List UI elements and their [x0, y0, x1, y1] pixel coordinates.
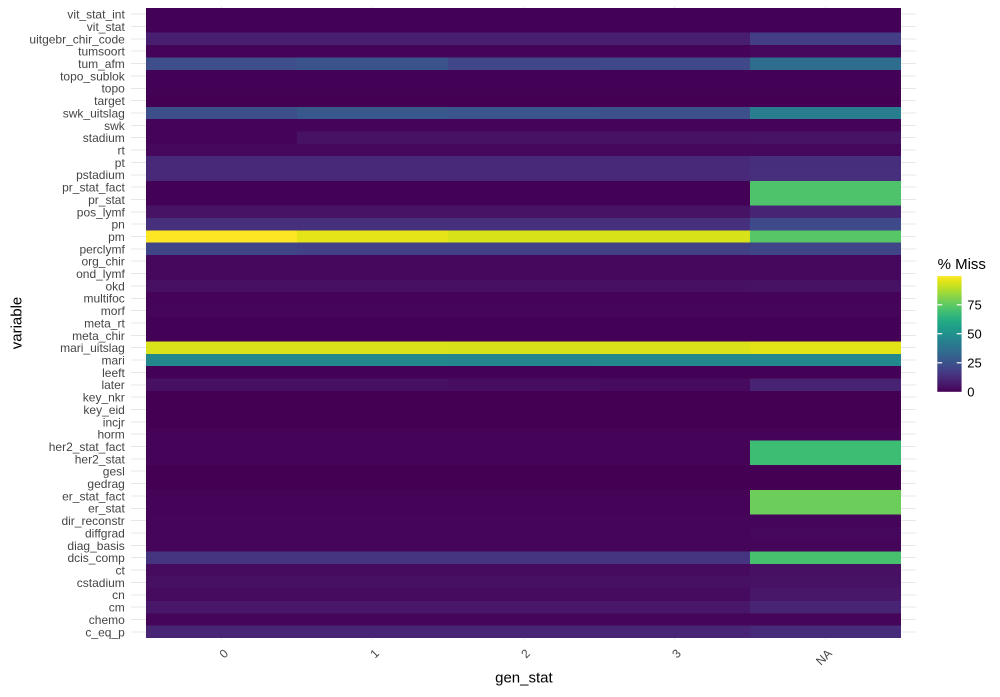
svg-text:er_stat: er_stat: [88, 502, 125, 516]
svg-text:dir_reconstr: dir_reconstr: [61, 514, 124, 528]
svg-text:diag_basis: diag_basis: [67, 539, 124, 553]
svg-text:er_stat_fact: er_stat_fact: [62, 489, 125, 503]
svg-text:incjr: incjr: [103, 415, 125, 429]
svg-text:ond_lymf: ond_lymf: [76, 267, 125, 281]
svg-text:0: 0: [967, 385, 974, 400]
svg-text:rt: rt: [117, 144, 125, 158]
svg-text:cn: cn: [112, 588, 125, 602]
svg-text:org_chir: org_chir: [81, 255, 124, 269]
svg-text:dcis_comp: dcis_comp: [67, 551, 125, 565]
svg-text:pr_stat_fact: pr_stat_fact: [62, 181, 125, 195]
svg-text:pm: pm: [108, 230, 125, 244]
svg-text:her2_stat_fact: her2_stat_fact: [49, 440, 126, 454]
svg-text:swk: swk: [104, 119, 126, 133]
svg-text:key_nkr: key_nkr: [83, 391, 125, 405]
svg-text:target: target: [94, 94, 125, 108]
svg-text:25: 25: [967, 356, 981, 371]
svg-text:topo_sublok: topo_sublok: [60, 69, 126, 83]
svg-text:% Miss: % Miss: [938, 256, 986, 273]
svg-text:mari_uitslag: mari_uitslag: [60, 341, 125, 355]
svg-text:cstadium: cstadium: [77, 576, 125, 590]
svg-text:perclymf: perclymf: [79, 242, 125, 256]
svg-text:tum_afm: tum_afm: [78, 57, 125, 71]
svg-text:multifoc: multifoc: [83, 292, 124, 306]
svg-text:later: later: [101, 378, 124, 392]
svg-text:pstadium: pstadium: [76, 168, 125, 182]
svg-text:morf: morf: [101, 304, 126, 318]
svg-text:50: 50: [967, 326, 981, 341]
svg-text:gesl: gesl: [103, 465, 125, 479]
svg-text:75: 75: [967, 298, 981, 313]
svg-text:okd: okd: [105, 279, 124, 293]
svg-text:mari: mari: [101, 354, 124, 368]
svg-text:stadium: stadium: [83, 131, 125, 145]
svg-text:pr_stat: pr_stat: [88, 193, 125, 207]
svg-text:c_eq_p: c_eq_p: [85, 625, 125, 639]
svg-text:variable: variable: [9, 297, 26, 350]
svg-text:vit_stat: vit_stat: [87, 20, 126, 34]
svg-text:pos_lymf: pos_lymf: [77, 205, 126, 219]
svg-text:horm: horm: [97, 428, 124, 442]
svg-text:meta_rt: meta_rt: [84, 316, 125, 330]
svg-text:topo: topo: [101, 82, 125, 96]
svg-text:pn: pn: [111, 218, 124, 232]
svg-text:swk_uitslag: swk_uitslag: [63, 106, 125, 120]
svg-text:gen_stat: gen_stat: [495, 669, 553, 686]
svg-text:diffgrad: diffgrad: [85, 526, 125, 540]
svg-text:ct: ct: [115, 564, 125, 578]
svg-text:vit_stat_int: vit_stat_int: [67, 8, 125, 22]
svg-text:chemo: chemo: [89, 613, 125, 627]
svg-text:meta_chir: meta_chir: [72, 329, 125, 343]
svg-text:her2_stat: her2_stat: [75, 452, 126, 466]
svg-text:gedrag: gedrag: [87, 477, 124, 491]
svg-text:pt: pt: [115, 156, 126, 170]
svg-text:tumsoort: tumsoort: [78, 45, 125, 59]
svg-text:cm: cm: [109, 601, 125, 615]
svg-text:leeft: leeft: [102, 366, 125, 380]
svg-text:uitgebr_chir_code: uitgebr_chir_code: [29, 32, 125, 46]
svg-text:key_eid: key_eid: [83, 403, 124, 417]
